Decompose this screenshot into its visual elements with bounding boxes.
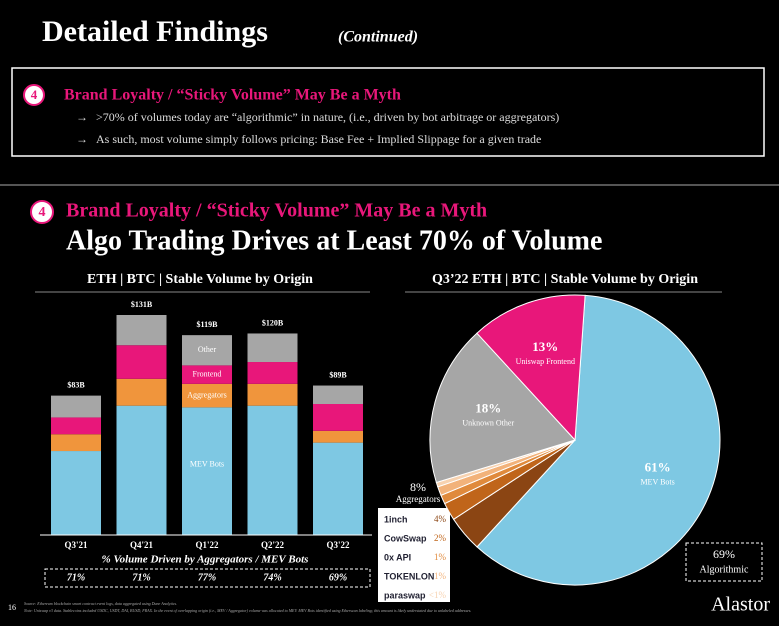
legend-name: CowSwap	[384, 533, 427, 543]
segment-label: Aggregators	[187, 390, 227, 399]
legend-name: paraswap	[384, 590, 426, 600]
share-title: % Volume Driven by Aggregators / MEV Bot…	[102, 554, 309, 566]
share-label: 69%	[329, 572, 347, 583]
bar-segment	[247, 405, 298, 535]
note: Note: Uniswap v3 data. Stablecoins inclu…	[23, 608, 471, 614]
badge-number: 4	[31, 87, 38, 102]
slice-label: Unknown Other	[462, 418, 514, 427]
badge-number: 4	[39, 205, 46, 220]
page-number: 16	[8, 603, 16, 612]
page-subtitle: (Continued)	[338, 29, 418, 46]
segment-label: Other	[198, 345, 217, 354]
legend-name: 0x API	[384, 552, 411, 562]
slice-value: 18%	[475, 400, 501, 415]
share-label: 71%	[67, 572, 85, 583]
x-tick-label: Q1'22	[195, 540, 219, 550]
segment-label: Frontend	[193, 369, 222, 378]
page-title: Detailed Findings	[42, 15, 268, 48]
badge	[23, 84, 45, 106]
bullet: >70% of volumes today are “algorithmic” …	[96, 110, 559, 124]
pie-slice	[429, 332, 576, 484]
bar-segment	[247, 362, 298, 384]
slice-label: MEV Bots	[640, 477, 674, 486]
chart-title: Q3’22 ETH | BTC | Stable Volume by Origi…	[432, 272, 698, 287]
bar-segment	[247, 383, 298, 406]
callout-label: Algorithmic	[700, 564, 749, 575]
legend-name: TOKENLON	[384, 571, 434, 581]
bar-segment	[182, 365, 232, 384]
bar-segment	[116, 345, 167, 379]
bar-segment	[116, 378, 167, 406]
bar-segment	[313, 430, 363, 443]
section-heading: Brand Loyalty / “Sticky Volume” May Be a…	[66, 200, 487, 222]
total-label: $83B	[67, 380, 85, 389]
x-tick-label: Q4'21	[130, 540, 154, 550]
summary-heading: Brand Loyalty / “Sticky Volume” May Be a…	[64, 87, 401, 104]
bar-segment	[51, 451, 101, 535]
pie-slice	[476, 294, 721, 586]
pie-slice	[476, 294, 586, 442]
group-label: Aggregators	[396, 494, 441, 504]
x-tick-label: Q3'21	[64, 540, 88, 550]
legend-value: 1%	[434, 571, 447, 581]
bar-segment	[116, 405, 167, 535]
aggregator-legend	[378, 508, 450, 602]
share-label: 77%	[198, 572, 216, 583]
bar-segment	[51, 417, 101, 435]
arrow: →	[76, 132, 88, 146]
badge	[30, 200, 54, 224]
segment-label: MEV Bots	[190, 460, 224, 469]
total-label: $120B	[262, 318, 284, 327]
total-label: $89B	[329, 370, 347, 379]
bullet: As such, most volume simply follows pric…	[96, 132, 541, 146]
callout-box	[685, 542, 763, 582]
bar-segment	[51, 434, 101, 452]
logo: Alastor	[711, 594, 770, 616]
x-tick-label: Q3'22	[326, 540, 350, 550]
slice-value: 13%	[532, 339, 558, 354]
bar-segment	[182, 335, 232, 366]
group-value: 8%	[410, 480, 426, 494]
slice-label: Uniswap Frontend	[516, 357, 575, 366]
total-label: $119B	[197, 320, 219, 329]
legend-value: 2%	[434, 533, 447, 543]
total-label: $131B	[131, 300, 153, 309]
bar-segment	[182, 383, 232, 408]
legend-value: 4%	[434, 514, 447, 524]
share-label: 74%	[263, 572, 281, 583]
slice-value: 61%	[645, 459, 671, 474]
chart-title: ETH | BTC | Stable Volume by Origin	[87, 272, 313, 287]
legend-name: 1inch	[384, 514, 408, 524]
bar-segment	[247, 333, 298, 363]
bar-segment	[313, 385, 363, 405]
bar-segment	[313, 404, 363, 431]
source: Source: Ethereum blockchain smart contra…	[24, 601, 177, 607]
headline: Algo Trading Drives at Least 70% of Volu…	[66, 225, 602, 256]
arrow: →	[76, 110, 88, 124]
x-tick-label: Q2'22	[261, 540, 285, 550]
share-box	[44, 568, 371, 588]
bar-segment	[116, 315, 167, 346]
bar-segment	[313, 442, 363, 535]
bar-segment	[182, 407, 232, 535]
share-label: 71%	[132, 572, 150, 583]
callout-value: 69%	[713, 547, 735, 561]
bar-segment	[51, 395, 101, 418]
summary-box	[11, 67, 765, 157]
legend-value: 1%	[434, 552, 447, 562]
legend-value: <1%	[429, 590, 447, 600]
